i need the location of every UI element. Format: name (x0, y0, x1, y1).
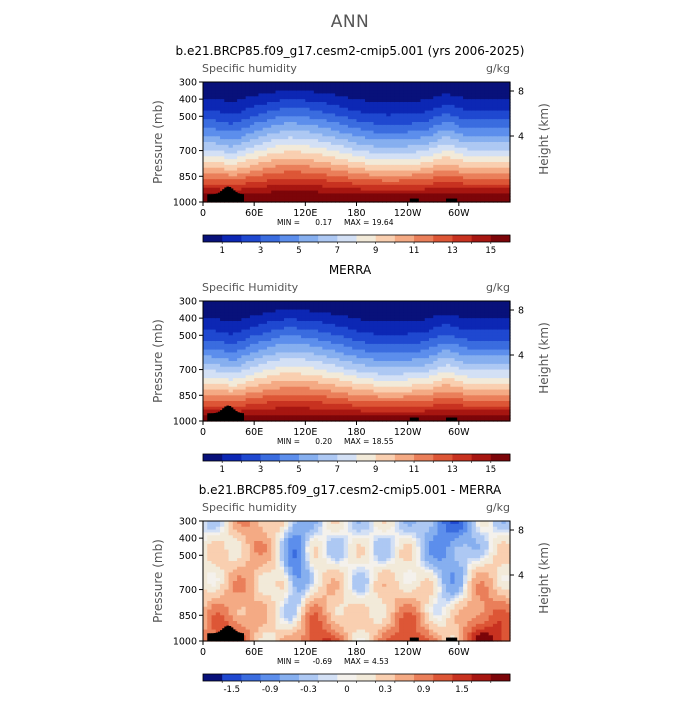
panel-title: b.e21.BRCP85.f09_g17.cesm2-cmip5.001 (yr… (176, 44, 525, 58)
y-tick-label: 1000 (173, 198, 197, 209)
colorbar-swatch (299, 235, 319, 242)
max-value: 19.64 (372, 218, 394, 227)
x-tick-label: 60W (448, 208, 470, 219)
colorbar-label: 7 (335, 246, 340, 256)
colorbar-swatch (376, 235, 396, 242)
colorbar-label: 11 (409, 246, 420, 256)
y2-tick-label: 4 (518, 132, 524, 143)
x-tick-label: 60E (245, 208, 263, 219)
variable-label: Specific humidity (202, 62, 297, 75)
colorbar-swatch (491, 235, 511, 242)
colorbar-swatch (337, 235, 357, 242)
x-tick-label: 120W (394, 208, 422, 219)
units-label: g/kg (486, 281, 510, 294)
y-tick-label: 400 (179, 95, 197, 106)
min-value: 0.17 (315, 218, 332, 227)
colorbar-label: 3 (258, 246, 263, 256)
colorbar-swatch (241, 235, 261, 242)
field-cells (203, 301, 511, 422)
y-tick-label: 300 (179, 78, 197, 89)
colorbar-swatch (452, 235, 472, 242)
x-tick-label: 0 (200, 208, 206, 219)
colorbar-swatch (414, 235, 434, 242)
max-label: MAX = (344, 218, 369, 227)
topography-cell (241, 194, 244, 202)
y2-tick-label: 8 (518, 87, 524, 98)
colorbar-label: 5 (296, 246, 301, 256)
colorbar-swatch (318, 235, 338, 242)
units-label: g/kg (486, 62, 510, 75)
colorbar-label: 15 (485, 246, 496, 256)
topography-cell (416, 199, 419, 202)
colorbar-swatch (280, 235, 300, 242)
colorbar-label: 13 (447, 246, 458, 256)
variable-label: Specific Humidity (202, 281, 299, 294)
colorbar-swatch (472, 235, 492, 242)
colorbar-swatch (203, 235, 223, 242)
y2-axis-title: Height (km) (537, 103, 551, 174)
figure-title: ANN (0, 12, 700, 32)
chart-panel-1: b.e21.BRCP85.f09_g17.cesm2-cmip5.001 (yr… (151, 44, 551, 256)
y-tick-label: 500 (179, 112, 197, 123)
colorbar-label: 9 (373, 246, 378, 256)
min-label: MIN = (277, 218, 300, 227)
colorbar-swatch (357, 235, 377, 242)
colorbar-swatch (222, 235, 242, 242)
y-axis-title: Pressure (mb) (151, 100, 165, 184)
panel-title: MERRA (329, 263, 372, 277)
colorbar-swatch (433, 235, 453, 242)
y-tick-label: 700 (179, 146, 197, 157)
colorbar-swatch (395, 235, 415, 242)
colorbar-label: 1 (219, 246, 224, 256)
y-tick-label: 850 (179, 172, 197, 183)
topography-cell (455, 199, 458, 202)
colorbar-swatch (261, 235, 281, 242)
field-cells (203, 82, 511, 203)
